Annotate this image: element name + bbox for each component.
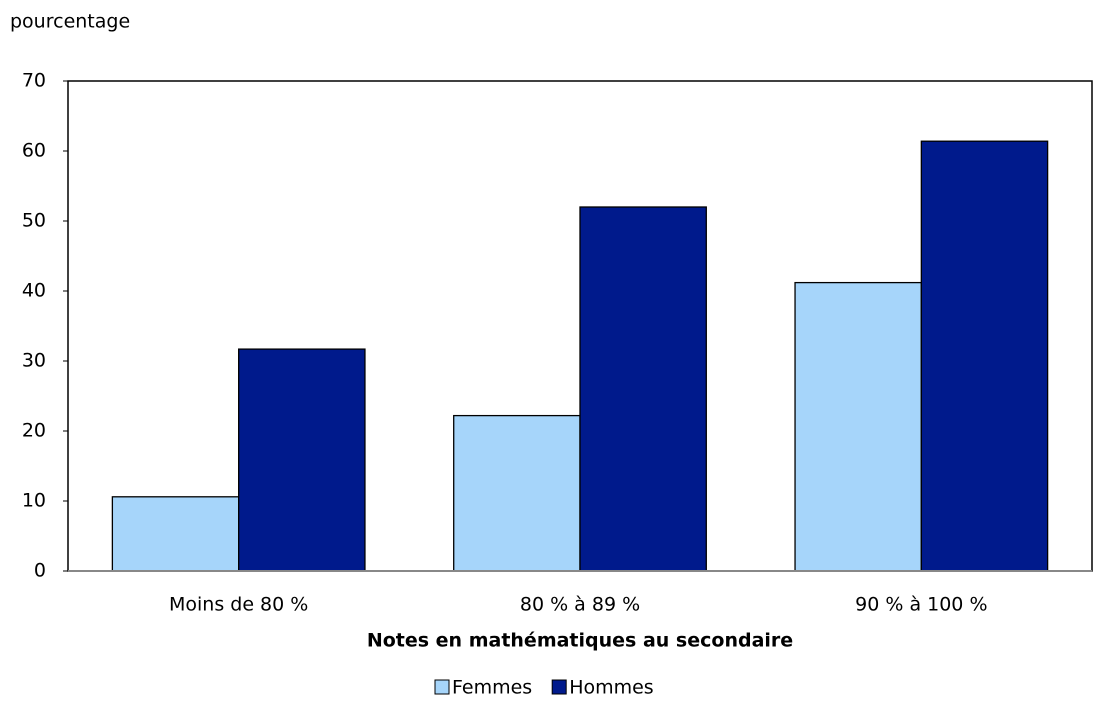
legend-label: Femmes [452,677,532,699]
x-tick-label: 80 % à 89 % [520,594,640,616]
bar [794,281,922,572]
bar [238,348,366,572]
bar [579,206,707,572]
x-axis-title: Notes en mathématiques au secondaire [367,630,793,652]
x-tick-label: 90 % à 100 % [855,594,987,616]
legend-label: Hommes [569,677,654,699]
y-tick-label: 40 [22,280,46,302]
y-tick-label: 20 [22,420,46,442]
bar [453,414,581,572]
legend-swatch [434,679,450,695]
y-tick-label: 30 [22,350,46,372]
bar [111,496,240,572]
y-tick-label: 60 [22,140,46,162]
y-tick-label: 70 [22,70,46,92]
y-tick-label: 10 [22,490,46,512]
bar [920,140,1049,572]
x-tick-label: Moins de 80 % [169,594,308,616]
y-tick-label: 50 [22,210,46,232]
y-axis-title: pourcentage [10,11,130,33]
legend-swatch [551,679,567,695]
y-tick-label: 0 [34,560,46,582]
